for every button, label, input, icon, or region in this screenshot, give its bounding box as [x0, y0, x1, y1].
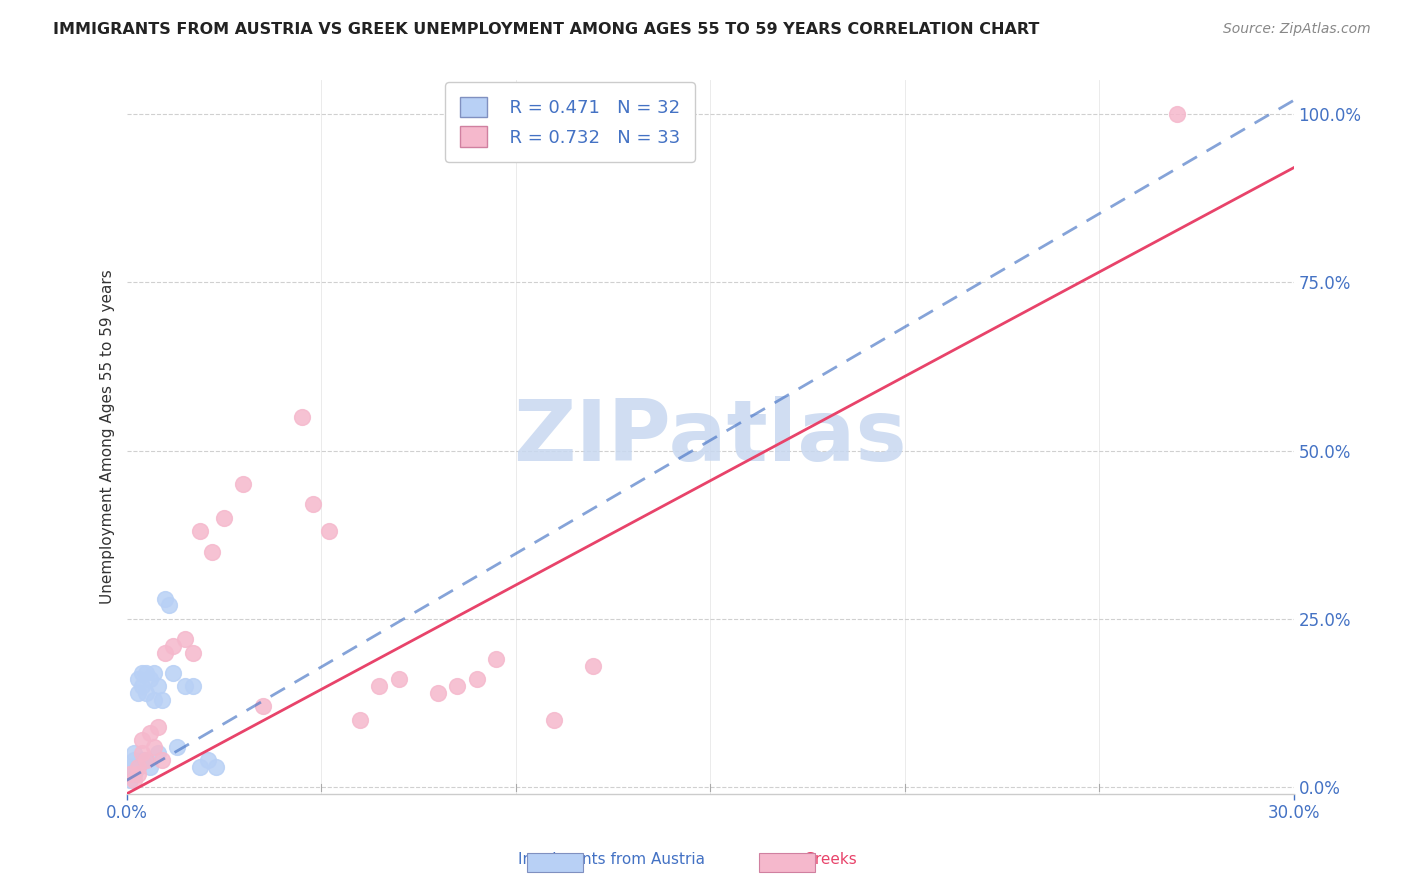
- Point: [368, 679, 391, 693]
- Point: [174, 679, 197, 693]
- Point: [212, 511, 235, 525]
- Point: [124, 753, 146, 767]
- Point: [127, 760, 149, 774]
- Point: [349, 713, 371, 727]
- Point: [155, 646, 177, 660]
- Text: IMMIGRANTS FROM AUSTRIA VS GREEK UNEMPLOYMENT AMONG AGES 55 TO 59 YEARS CORRELAT: IMMIGRANTS FROM AUSTRIA VS GREEK UNEMPLO…: [53, 22, 1040, 37]
- Point: [146, 720, 169, 734]
- Point: [120, 766, 142, 780]
- Text: Immigrants from Austria: Immigrants from Austria: [517, 852, 706, 867]
- Point: [124, 760, 146, 774]
- Point: [162, 665, 184, 680]
- Point: [142, 739, 165, 754]
- Point: [142, 665, 165, 680]
- Point: [146, 747, 169, 761]
- Point: [485, 652, 508, 666]
- Point: [426, 686, 449, 700]
- Point: [135, 753, 157, 767]
- Text: Greeks: Greeks: [803, 852, 856, 867]
- Point: [166, 739, 188, 754]
- Point: [127, 686, 149, 700]
- Point: [139, 760, 162, 774]
- Point: [318, 524, 340, 539]
- Legend:   R = 0.471   N = 32,   R = 0.732   N = 33: R = 0.471 N = 32, R = 0.732 N = 33: [446, 82, 695, 161]
- Point: [181, 646, 204, 660]
- Point: [127, 673, 149, 687]
- Point: [582, 659, 605, 673]
- Point: [232, 477, 254, 491]
- Point: [131, 665, 153, 680]
- Point: [446, 679, 468, 693]
- Point: [135, 753, 157, 767]
- Y-axis label: Unemployment Among Ages 55 to 59 years: Unemployment Among Ages 55 to 59 years: [100, 269, 115, 605]
- Point: [1166, 107, 1188, 121]
- Point: [131, 733, 153, 747]
- Point: [124, 766, 146, 780]
- Point: [155, 591, 177, 606]
- Point: [131, 747, 153, 761]
- Point: [150, 692, 173, 706]
- Point: [162, 639, 184, 653]
- Point: [120, 773, 142, 788]
- Point: [252, 699, 274, 714]
- Point: [181, 679, 204, 693]
- Point: [197, 753, 219, 767]
- Point: [465, 673, 488, 687]
- Point: [190, 524, 212, 539]
- Point: [124, 773, 146, 788]
- Point: [120, 766, 142, 780]
- Point: [205, 760, 228, 774]
- Point: [120, 760, 142, 774]
- Point: [150, 753, 173, 767]
- Point: [388, 673, 411, 687]
- Point: [135, 686, 157, 700]
- Point: [131, 753, 153, 767]
- Point: [124, 747, 146, 761]
- Point: [146, 679, 169, 693]
- Point: [139, 673, 162, 687]
- Text: ZIPatlas: ZIPatlas: [513, 395, 907, 479]
- Point: [142, 692, 165, 706]
- Point: [131, 679, 153, 693]
- Point: [543, 713, 565, 727]
- Text: Source: ZipAtlas.com: Source: ZipAtlas.com: [1223, 22, 1371, 37]
- Point: [127, 760, 149, 774]
- Point: [302, 497, 325, 511]
- Point: [139, 726, 162, 740]
- Point: [157, 599, 180, 613]
- Point: [127, 766, 149, 780]
- Point: [290, 409, 312, 424]
- Point: [201, 544, 224, 558]
- Point: [174, 632, 197, 646]
- Point: [135, 665, 157, 680]
- Point: [190, 760, 212, 774]
